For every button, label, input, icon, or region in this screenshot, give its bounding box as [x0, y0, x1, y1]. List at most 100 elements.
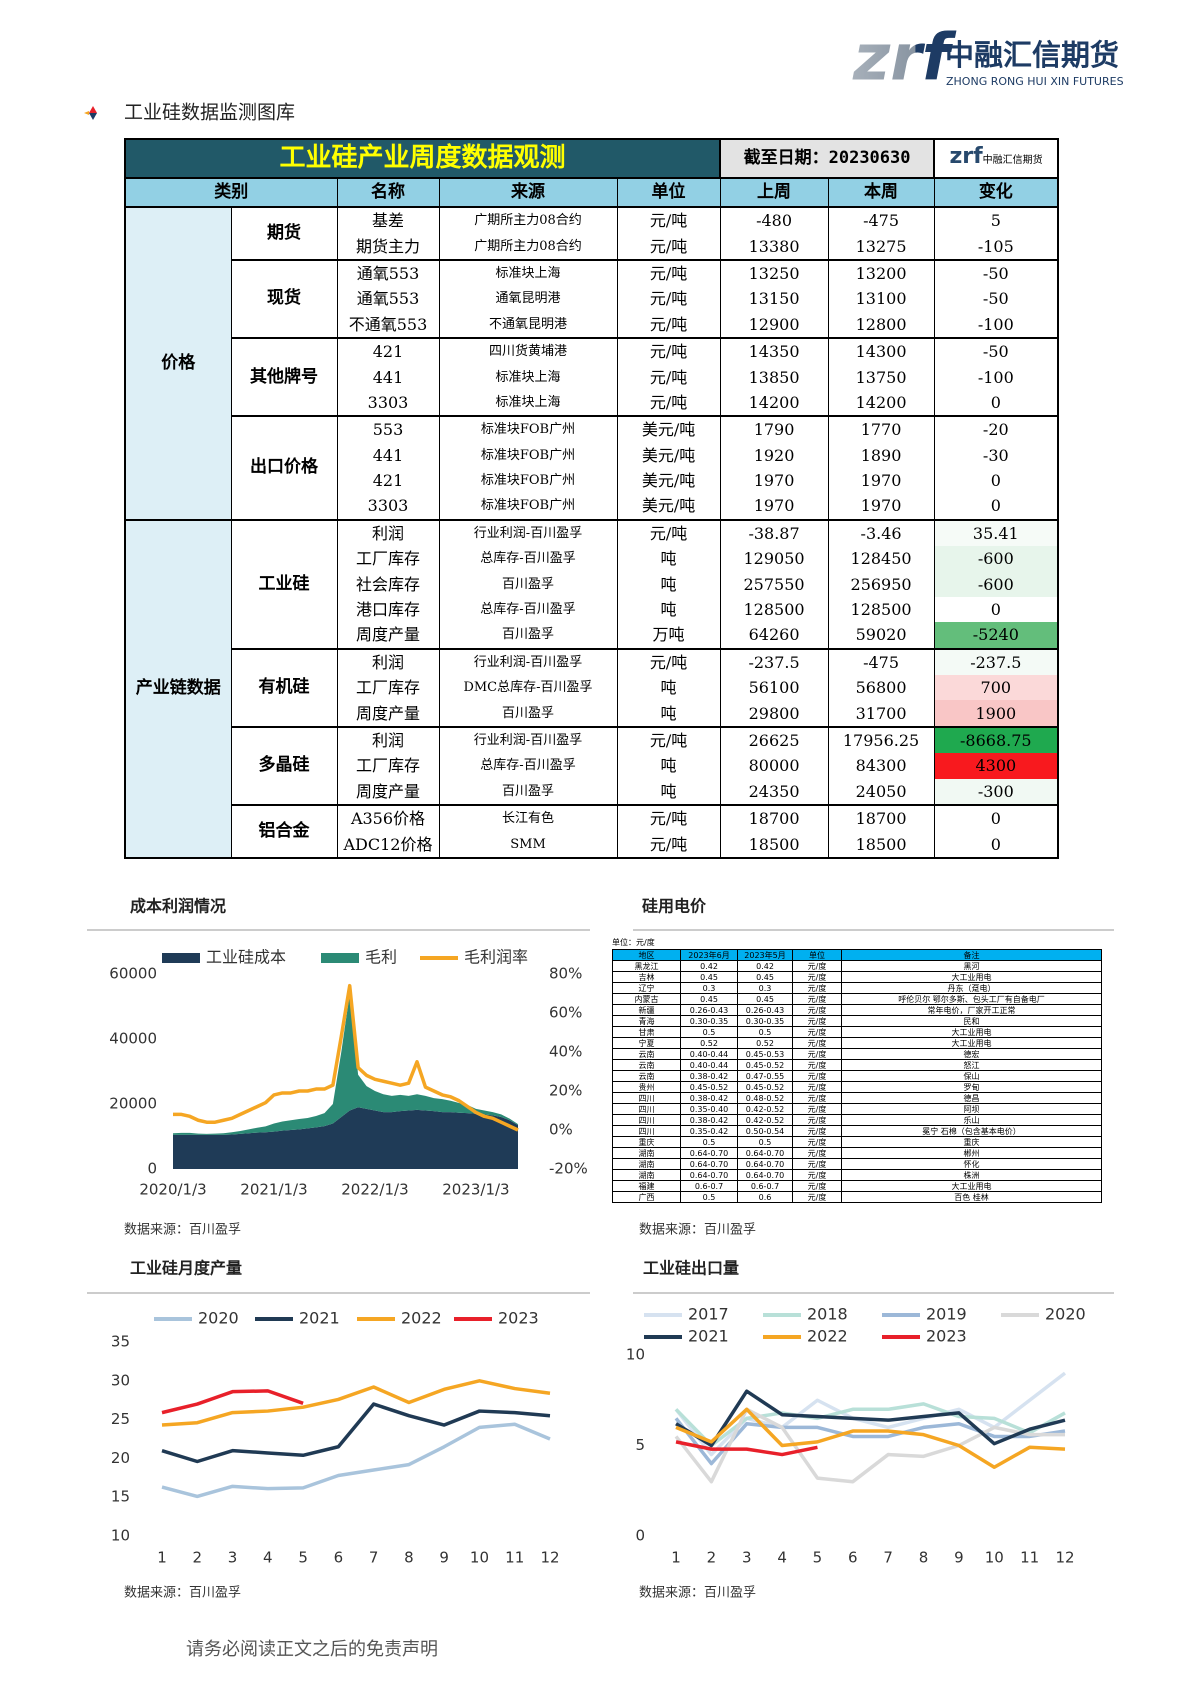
chart-title: 成本利润情况	[130, 897, 226, 916]
line	[161, 1402, 551, 1464]
item-unit: 美元/吨	[616, 442, 721, 468]
y-tick-label: 20%	[549, 1082, 582, 1100]
data-row: 内蒙古 0.45 0.45 元/度 呼伦贝尔 鄂尔多斯、包头工厂有自备电厂	[612, 993, 1102, 1005]
cell: 元/度	[792, 1092, 842, 1104]
data-row: 湖南 0.64-0.70 0.64-0.70 元/度 株洲	[612, 1169, 1102, 1181]
cell: 元/度	[792, 1081, 842, 1093]
x-tick-label: 9	[439, 1549, 449, 1567]
item-unit: 美元/吨	[616, 467, 721, 494]
change: -300	[933, 778, 1059, 805]
table-date: 截至日期：20230630	[719, 138, 936, 179]
item-name: 工厂库存	[336, 675, 440, 701]
cell: 湖南	[612, 1147, 681, 1159]
cell: 0.40-0.44	[680, 1048, 738, 1060]
y-tick-label: 0	[635, 1527, 645, 1545]
cell: 宁夏	[612, 1037, 681, 1049]
cell: 0.3	[680, 982, 738, 994]
y-tick-label: 30	[111, 1371, 130, 1389]
data-row: 3303 标准块上海 元/吨 14200 14200 0	[125, 389, 1059, 417]
item-unit: 元/吨	[616, 389, 721, 417]
cell: 冕宁 石棉（包含基本电价）	[841, 1125, 1102, 1137]
y-tick-label: 80%	[549, 965, 582, 983]
item-unit: 吨	[616, 675, 721, 701]
cell: 百色 桂林	[841, 1191, 1102, 1203]
source-note: 数据来源：百川盈孚	[639, 1586, 756, 1601]
item-source: 不通氧昆明港	[438, 311, 618, 338]
data-row: 新疆 0.26-0.43 0.26-0.43 元/度 常年电价，厂家开工正常	[612, 1004, 1102, 1016]
cell: 元/度	[792, 1158, 842, 1170]
subcategory: 现货	[230, 258, 338, 338]
legend-label: 2018	[807, 1305, 848, 1324]
data-row: 441 标准块上海 元/吨 13850 13750 -100	[125, 364, 1059, 390]
cell: 0.45	[680, 993, 738, 1005]
cell: 0.5	[737, 1136, 793, 1148]
last-week: 18500	[719, 831, 829, 858]
item-name: 不通氧553	[336, 311, 440, 338]
item-source: 总库存-百川盈孚	[438, 546, 618, 572]
item-source: 标准块上海	[438, 258, 618, 287]
column-header: 备注	[841, 949, 1102, 961]
last-week: 13850	[719, 364, 829, 390]
data-row: 有机硅 利润 行业利润-百川盈孚 元/吨 -237.5 -475 -237.5	[125, 647, 1059, 727]
item-unit: 吨	[616, 571, 721, 597]
this-week: -475	[827, 205, 935, 234]
x-tick-label: 7	[883, 1549, 893, 1567]
cell: 0.38-0.42	[680, 1114, 738, 1126]
item-source: 四川货黄埔港	[438, 336, 618, 365]
column-header: 名称	[336, 177, 440, 208]
cell: 福建	[612, 1180, 681, 1192]
change: 0	[933, 803, 1059, 832]
this-week: 59020	[827, 622, 935, 649]
cell: 大工业用电	[841, 1026, 1102, 1038]
last-week: 24350	[719, 778, 829, 805]
last-week: 128500	[719, 596, 829, 623]
source-note: 数据来源：百川盈孚	[124, 1223, 241, 1238]
change: -50	[933, 336, 1059, 365]
data-row: 工厂库存 总库存-百川盈孚吨 129050 128450 -600	[125, 546, 1059, 572]
item-source: 行业利润-百川盈孚	[438, 518, 618, 547]
y-tick-label: 5	[635, 1436, 645, 1454]
x-tick-label: 4	[263, 1549, 273, 1567]
x-tick-label: 5	[813, 1549, 823, 1567]
y-tick-label: -20%	[549, 1160, 588, 1178]
cell: 0.45-0.53	[737, 1048, 793, 1060]
change: -105	[933, 233, 1059, 260]
item-unit: 吨	[616, 778, 721, 805]
cell: 元/度	[792, 1136, 842, 1148]
data-row: 甘肃 0.5 0.5 元/度 大工业用电	[612, 1026, 1102, 1038]
area	[173, 993, 518, 1135]
change: 0	[933, 389, 1059, 417]
item-name: 3303	[336, 389, 440, 417]
y-tick-label: 60000	[109, 965, 157, 983]
cell: 0.6-0.7	[737, 1180, 793, 1192]
cell: 0.42	[680, 960, 738, 972]
unit-note: 单位：元/度	[612, 938, 655, 947]
this-week: 14300	[827, 336, 935, 365]
cell: 0.5	[737, 1026, 793, 1038]
this-week: 13750	[827, 364, 935, 390]
cell: 元/度	[792, 971, 842, 983]
x-tick-label: 6	[848, 1549, 858, 1567]
line	[173, 983, 519, 1132]
cell: 0.50-0.54	[737, 1125, 793, 1137]
item-unit: 万吨	[616, 622, 721, 649]
cell: 青海	[612, 1015, 681, 1027]
cell: 0.42-0.52	[737, 1103, 793, 1115]
power-table: 地区 2023年6月 2023年5月 单位 备注 黑龙江 0.42 0.42 元/度 黑河 吉林 0.…	[612, 949, 1102, 1203]
data-row: 铝合金 A356价格 长江有色 元/吨 18700 18700 0	[125, 803, 1059, 858]
data-row: 工厂库存 总库存-百川盈孚吨 80000 84300 4300	[125, 753, 1059, 779]
cell: 元/度	[792, 1180, 842, 1192]
item-name: A356价格	[336, 803, 440, 832]
cell: 德昌	[841, 1092, 1102, 1104]
this-week: 13200	[827, 258, 935, 287]
data-row: 不通氧553 不通氧昆明港 元/吨 12900 12800 -100	[125, 311, 1059, 338]
cell: 湖南	[612, 1169, 681, 1181]
cell: 0.6	[737, 1191, 793, 1203]
last-week: 1970	[719, 493, 829, 520]
item-unit: 美元/吨	[616, 415, 721, 443]
cell: 0.26-0.43	[680, 1004, 738, 1016]
item-source: 百川盈孚	[438, 571, 618, 597]
item-name: 工厂库存	[336, 753, 440, 779]
cell: 0.64-0.70	[737, 1147, 793, 1159]
